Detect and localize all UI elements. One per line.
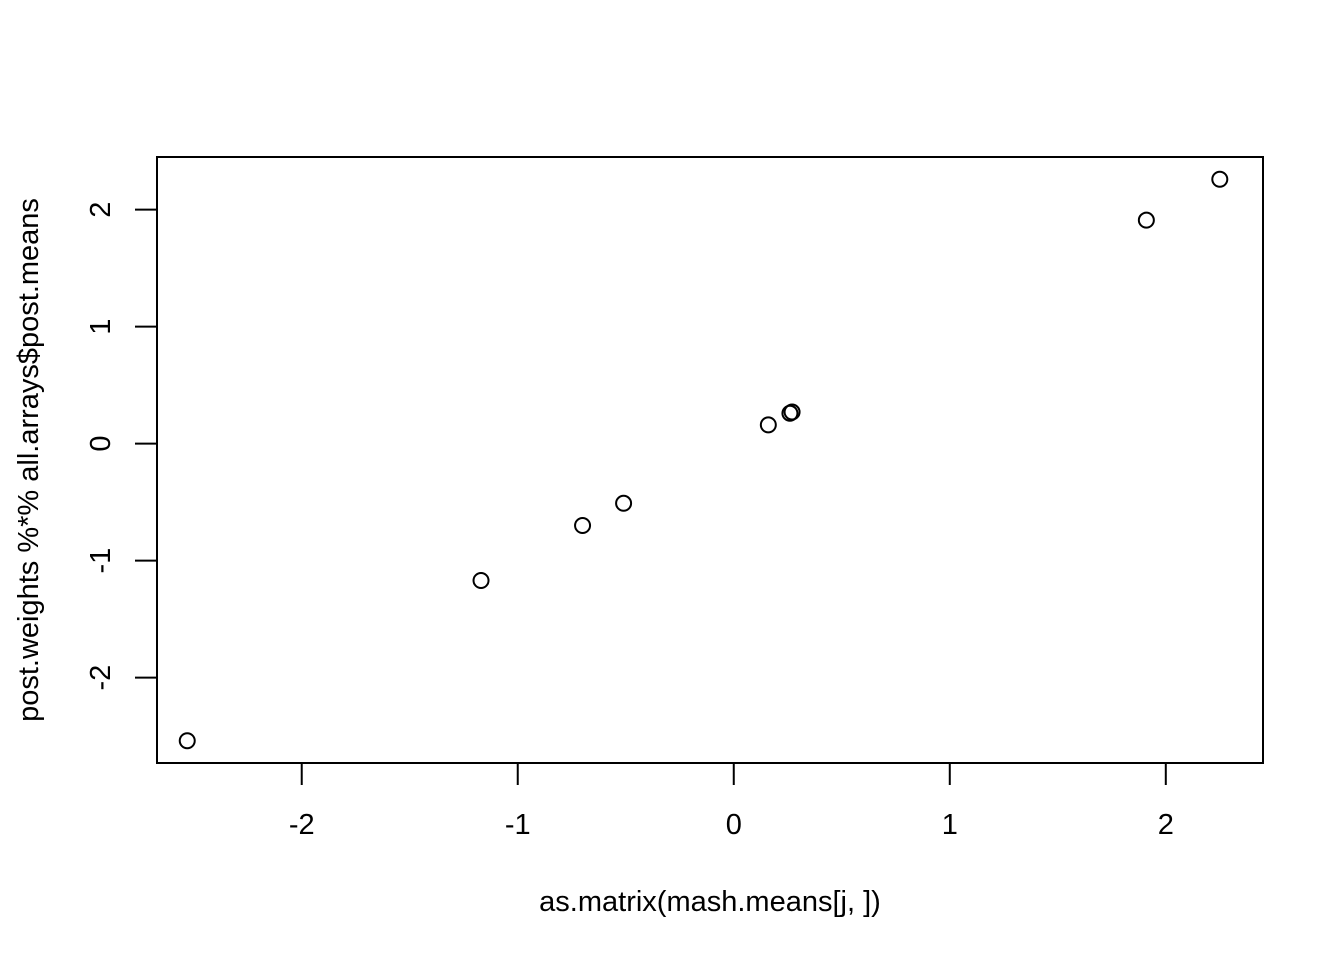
data-point [574, 517, 592, 535]
data-point [615, 494, 633, 512]
x-tick-label: 1 [942, 809, 958, 841]
data-point [1211, 170, 1229, 188]
y-axis: -2 -1 0 1 2 [85, 202, 158, 691]
y-tick-label: 0 [85, 436, 117, 452]
y-tick-label: -2 [85, 665, 117, 691]
data-point [178, 732, 196, 750]
y-tick-label: 1 [85, 319, 117, 335]
x-tick-label: 0 [726, 809, 742, 841]
data-point [472, 571, 490, 589]
x-tick-label: 2 [1158, 809, 1174, 841]
data-point [759, 416, 777, 434]
data-point [783, 403, 801, 421]
y-tick-label: 2 [85, 202, 117, 218]
x-tick-label: -1 [505, 809, 531, 841]
data-point [1137, 211, 1155, 229]
y-axis-label: post.weights %*% all.arrays$post.means [13, 198, 45, 722]
x-axis-label: as.matrix(mash.means[j, ]) [539, 886, 881, 918]
data-points [178, 170, 1229, 750]
y-tick-label: -1 [85, 548, 117, 574]
x-axis: -2 -1 0 1 2 [289, 762, 1174, 841]
x-tick-label: -2 [289, 809, 315, 841]
